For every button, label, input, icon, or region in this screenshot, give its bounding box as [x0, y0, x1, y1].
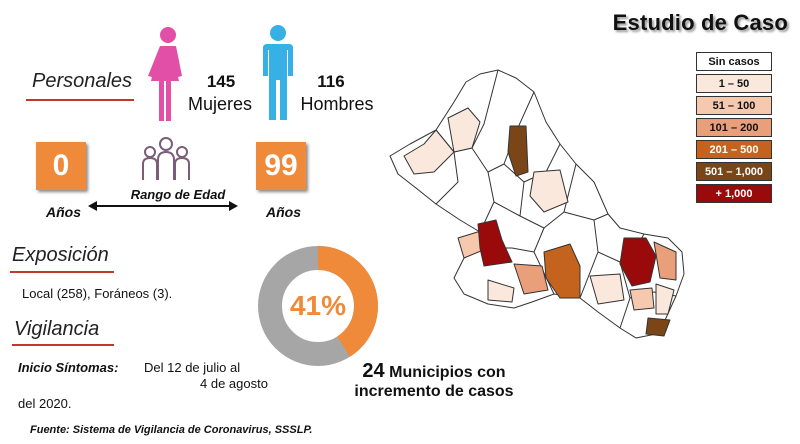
- female-icon: [148, 27, 182, 121]
- hombres-label: Hombres: [300, 94, 374, 114]
- donut-percent-label: 41%: [289, 290, 347, 321]
- people-group-icon: [142, 137, 190, 180]
- donut-fill-arc: [258, 246, 378, 366]
- legend-item-501-1000: 501 – 1,000: [696, 162, 772, 181]
- map-muni-light-5: [629, 287, 655, 311]
- hombres-count: 116: [317, 72, 345, 91]
- map-legend: Sin casos 1 – 50 51 – 100 101 – 200 201 …: [696, 52, 772, 206]
- percentage-donut: [258, 246, 378, 366]
- age-max-box: 99: [256, 142, 306, 190]
- inicio-sintomas-text2: 4 de agosto: [200, 376, 268, 391]
- map-muni-light-6: [655, 283, 675, 315]
- personales-heading: Personales: [32, 70, 133, 92]
- state-map: [389, 69, 685, 339]
- municipios-line2: incremento de casos: [354, 383, 514, 400]
- exposicion-text: Local (258), Foráneos (3).: [22, 286, 173, 301]
- map-muni-dark-brown: [507, 125, 529, 177]
- mujeres-count: 145: [206, 72, 236, 91]
- male-icon: [263, 25, 293, 120]
- personales-underline: [26, 99, 134, 101]
- inicio-sintomas-text3: del 2020.: [18, 396, 72, 411]
- municipios-count: 24: [362, 360, 385, 382]
- exposicion-underline: [10, 271, 114, 273]
- legend-item-1-50: 1 – 50: [696, 74, 772, 93]
- map-muni-darkred-1: [477, 219, 513, 267]
- municipios-line1: Municipios con: [389, 364, 506, 381]
- legend-item-sin-casos: Sin casos: [696, 52, 772, 71]
- inicio-sintomas-text1: Del 12 de julio al: [144, 360, 241, 375]
- age-range-arrow: [88, 201, 238, 211]
- exposicion-heading: Exposición: [12, 244, 109, 266]
- source-note: Fuente: Sistema de Vigilancia de Coronav…: [30, 424, 313, 436]
- map-muni-light-4: [487, 279, 515, 303]
- age-min-label: Años: [46, 204, 81, 220]
- map-muni-light-7: [589, 273, 625, 305]
- map-muni-light-3: [529, 169, 569, 213]
- map-muni-darkred-2: [619, 237, 657, 287]
- inicio-sintomas-label: Inicio Síntomas:: [18, 360, 119, 375]
- legend-item-201-500: 201 – 500: [696, 140, 772, 159]
- map-muni-light-2: [447, 107, 481, 153]
- age-min-box: 0: [36, 142, 86, 190]
- age-max-label: Años: [266, 204, 301, 220]
- legend-item-1000-plus: + 1,000: [696, 184, 772, 203]
- map-muni-mid-3: [653, 241, 677, 281]
- vigilancia-underline: [12, 344, 114, 346]
- map-muni-mid-2: [513, 263, 549, 295]
- legend-item-101-200: 101 – 200: [696, 118, 772, 137]
- mujeres-label: Mujeres: [187, 94, 253, 114]
- page-title: Estudio de Caso: [612, 10, 788, 35]
- map-muni-dark-brown-2: [645, 317, 671, 337]
- age-range-label: Rango de Edad: [130, 187, 226, 202]
- municipios-text: 24 Municipios con incremento de casos: [346, 360, 522, 401]
- vigilancia-heading: Vigilancia: [14, 318, 100, 340]
- legend-item-51-100: 51 – 100: [696, 96, 772, 115]
- map-muni-orange-1: [543, 243, 581, 299]
